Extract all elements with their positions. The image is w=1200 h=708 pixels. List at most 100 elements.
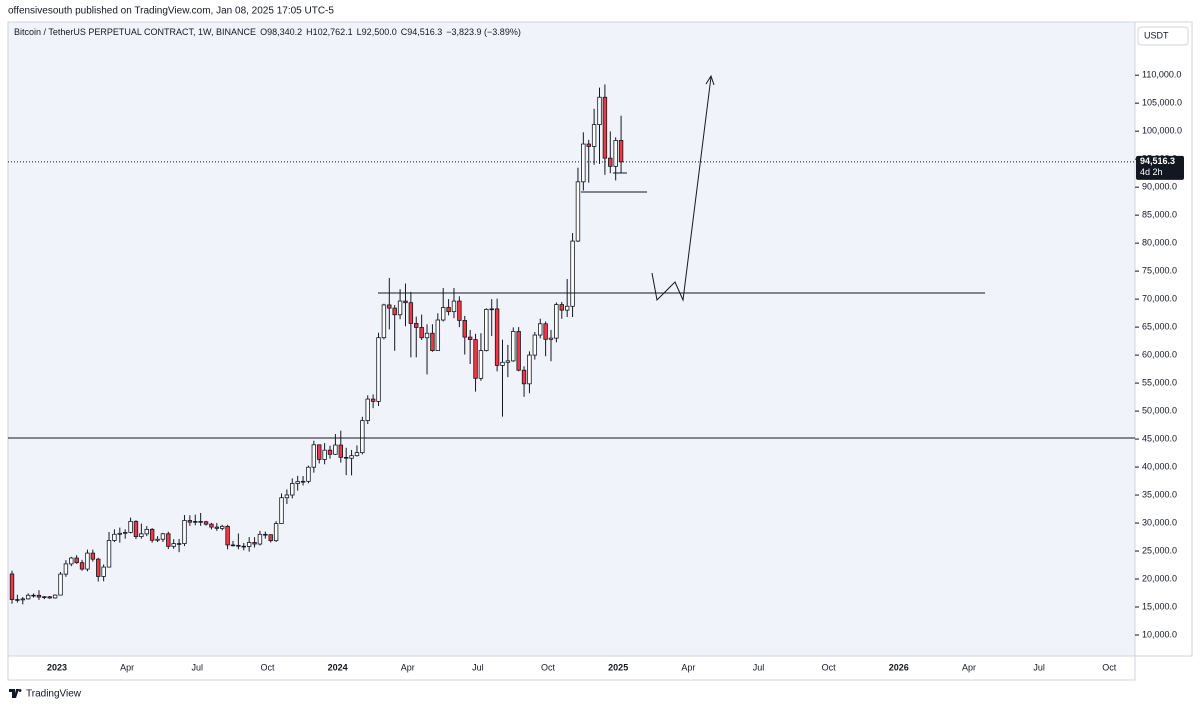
candle-body: [521, 369, 527, 385]
candle-body: [252, 542, 257, 545]
candle-body: [300, 480, 306, 483]
candle-body: [608, 157, 613, 167]
brand: TradingView: [26, 689, 82, 700]
candle-body: [263, 533, 268, 536]
x-tick-label: Jul: [192, 662, 204, 672]
y-tick-label: 80,000.0: [1142, 238, 1177, 248]
candle-body: [133, 520, 139, 537]
x-tick-label: 2024: [328, 662, 348, 672]
y-tick-label: 75,000.0: [1142, 265, 1177, 275]
candle-body: [392, 307, 397, 316]
y-tick-label: 35,000.0: [1142, 489, 1177, 499]
candle-body: [9, 573, 15, 600]
x-tick-label: 2026: [889, 662, 909, 672]
y-tick-label: 25,000.0: [1142, 545, 1177, 555]
candle-body: [597, 96, 602, 126]
candle-body: [241, 545, 246, 548]
countdown: 4d 2h: [1140, 167, 1163, 177]
candle-body: [187, 520, 193, 523]
candle-body: [69, 557, 74, 565]
x-tick-label: Apr: [962, 662, 976, 672]
y-tick-label: 10,000.0: [1142, 629, 1177, 639]
candle-body: [462, 319, 467, 338]
candle-body: [144, 528, 149, 535]
logo-icon: [9, 689, 22, 698]
candle-body: [467, 336, 473, 340]
candle-body: [419, 327, 424, 339]
candle-body: [171, 543, 176, 547]
candle-body: [484, 309, 489, 352]
candle-body: [516, 331, 521, 371]
candle-body: [122, 531, 128, 534]
y-tick-label: 85,000.0: [1142, 210, 1177, 220]
y-tick-label: 30,000.0: [1142, 517, 1177, 527]
candle-body: [564, 305, 570, 311]
candle-body: [397, 300, 403, 316]
x-tick-label: Jul: [472, 662, 484, 672]
candle-body: [478, 350, 484, 379]
candle-body: [236, 544, 241, 547]
candle-body: [343, 456, 349, 459]
candle-body: [548, 337, 554, 340]
candle-body: [90, 552, 96, 560]
candle-body: [618, 140, 624, 163]
currency: USDT: [1144, 30, 1169, 40]
candle-body: [106, 539, 112, 568]
y-tick-label: 50,000.0: [1142, 405, 1177, 415]
candle-body: [381, 304, 387, 339]
candle-body: [311, 444, 317, 468]
symbol-title: Bitcoin / TetherUS PERPETUAL CONTRACT, 1…: [14, 27, 256, 37]
x-tick-label: Oct: [822, 662, 837, 672]
x-tick-label: Apr: [120, 662, 134, 672]
x-tick-label: Oct: [541, 662, 556, 672]
candle-body: [370, 398, 376, 402]
y-tick-label: 40,000.0: [1142, 461, 1177, 471]
candle-body: [214, 526, 220, 529]
candle-body: [198, 521, 203, 523]
candle-body: [160, 533, 166, 540]
candle-body: [602, 96, 608, 159]
x-tick-label: 2023: [47, 662, 67, 672]
publisher: offensivesouth published on TradingView.…: [8, 6, 334, 17]
candle-body: [511, 331, 516, 362]
candle-body: [440, 307, 446, 321]
last-price-tag: [1136, 155, 1184, 180]
candle-body: [489, 308, 494, 311]
candle-body: [85, 552, 90, 570]
candle-body: [63, 563, 69, 575]
footer-logo: TradingView: [9, 689, 82, 700]
candle-body: [246, 542, 252, 547]
candle-body: [230, 544, 236, 547]
candle-body: [505, 360, 511, 363]
candle-body: [451, 300, 457, 313]
candle-body: [15, 599, 20, 601]
candle-body: [581, 143, 586, 183]
candle-body: [112, 533, 117, 541]
candle-body: [430, 332, 435, 352]
candle-body: [257, 533, 263, 545]
time-scale: [7, 655, 1136, 681]
candle-body: [527, 354, 532, 385]
candle-body: [532, 334, 538, 356]
candle-body: [559, 304, 564, 311]
candle-body: [322, 449, 327, 460]
candle-body: [435, 319, 441, 352]
candle-body: [176, 543, 182, 545]
candle-body: [543, 323, 548, 340]
currency-button[interactable]: [1137, 26, 1189, 46]
candle-body: [295, 481, 300, 484]
candle-body: [365, 398, 370, 421]
y-tick-label: 100,000.0: [1142, 126, 1182, 136]
candle-body: [317, 444, 322, 460]
y-tick-label: 105,000.0: [1142, 98, 1182, 108]
candle-body: [149, 528, 155, 541]
candle-body: [58, 573, 63, 596]
candle-body: [25, 594, 31, 600]
candle-body: [591, 124, 597, 147]
candle-body: [203, 521, 209, 525]
candle-body: [96, 558, 101, 577]
candle-body: [268, 534, 273, 542]
candle-body: [586, 143, 591, 147]
ohlc-high: H102,762.1: [306, 27, 353, 37]
candle-body: [193, 521, 198, 523]
